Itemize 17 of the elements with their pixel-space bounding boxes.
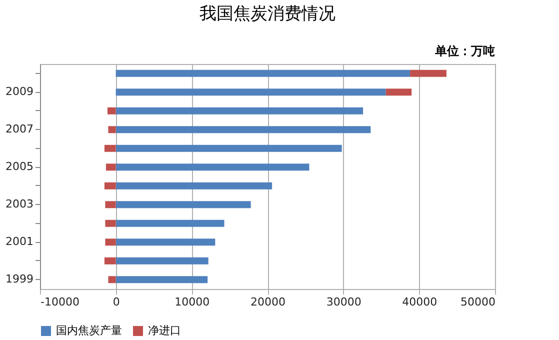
x-tick-label: -10000 — [40, 296, 80, 308]
y-tick-label: 1999 — [6, 272, 34, 286]
x-tick-label: 50000 — [460, 296, 496, 308]
y-tick-label: 2003 — [6, 198, 34, 211]
x-tick-label: 10000 — [174, 296, 210, 308]
y-tick-label: 2005 — [6, 160, 34, 174]
x-tick-label: 0 — [112, 296, 120, 308]
y-tick-label: 2009 — [6, 85, 34, 98]
y-tick-label: 2001 — [6, 235, 34, 248]
x-tick-label: 20000 — [250, 296, 286, 308]
text: 单位：万吨 — [434, 44, 495, 58]
legend-label: 净进口 — [148, 324, 181, 337]
y-tick-label: 2007 — [6, 122, 34, 136]
chart-title: 我国焦炭消费情况 — [200, 4, 336, 24]
x-tick-label: 40000 — [402, 296, 438, 308]
x-tick-label: 30000 — [326, 296, 362, 308]
legend-label: 国内焦炭产量 — [56, 324, 122, 337]
